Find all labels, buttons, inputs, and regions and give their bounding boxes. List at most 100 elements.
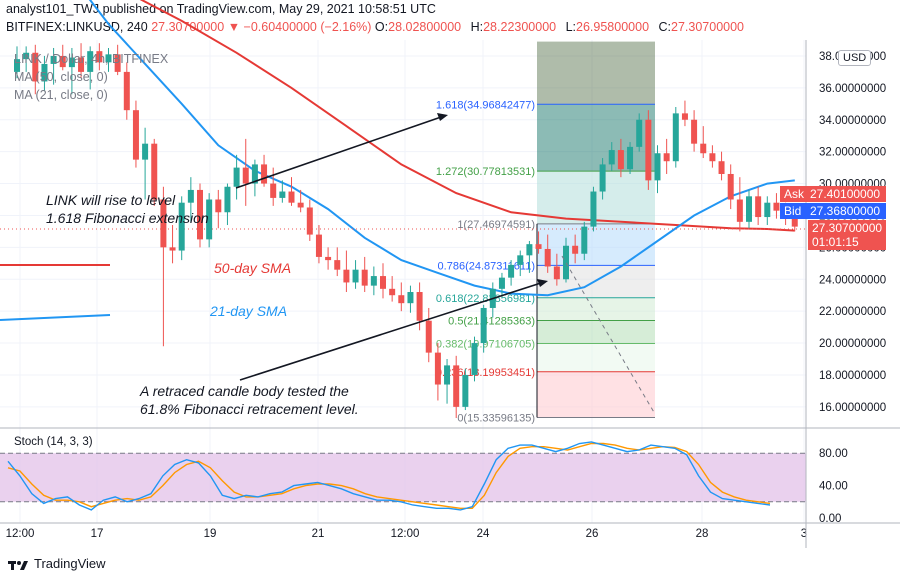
candle-body [242,167,249,184]
brand-name: TradingView [34,556,106,571]
time-tick-label: 12:00 [6,528,35,540]
candle-body [41,63,48,82]
time-tick-label: 21 [312,528,325,540]
candle-body [590,191,597,227]
currency-button[interactable]: USD [838,50,872,66]
candle-body [746,196,752,222]
candle-body [14,59,20,72]
candle-body [288,191,295,203]
candle-body [261,164,268,184]
stoch-k-line [7,441,771,511]
fib-zone [537,41,655,105]
candle-body [197,189,203,240]
candle-body [617,150,624,170]
price-tick-label: 22.00000000 [819,306,886,318]
retracement-note: 61.8% Fibonacci retracement level. [140,401,359,417]
stoch-legend[interactable]: Stoch (14, 3, 3) [14,436,93,448]
ask-value: 27.40100000 [810,187,881,201]
candle-body [654,153,661,181]
low-label: L: [565,20,577,34]
candle-body [23,52,30,60]
candle-body [279,191,286,198]
last-price-tag: 27.30700000 01:01:15 [808,220,886,250]
fib-zone [537,223,655,266]
ma21-line [88,0,795,297]
candle-body [187,189,194,203]
candle-body [398,295,405,304]
fib-level-label: 1(27.46974591) [457,219,535,231]
last-price: 27.30700000 [151,20,225,34]
candle-body [599,164,606,192]
ma50-line [139,0,795,232]
candle-body [553,266,560,280]
candle-body [169,247,176,251]
price-tick-label: 32.00000000 [819,147,886,159]
candle-body [325,256,332,261]
fib-level-label: 1.618(34.96842477) [436,99,535,111]
fib-level-label: 0.236(18.19953451) [436,367,535,379]
candle-body [306,207,313,235]
candle-body [681,113,688,120]
candle-body [453,365,460,407]
retracement-note: A retraced candle body tested the [139,383,349,399]
candle-body [572,245,579,254]
tradingview-logo-icon [8,560,28,570]
candle-body [224,186,231,213]
candle-body [608,150,615,165]
arrow-to-extension [235,115,445,189]
projection-line [561,255,656,415]
bid-label: Bid [784,204,802,218]
arrow-to-retracement [239,281,545,381]
candle-body [764,202,771,218]
candle-body [315,234,322,257]
bid-price-tag: Bid 27.36800000 [780,203,886,219]
candle-body [736,199,743,222]
low-value: 26.95800000 [576,20,650,34]
candle-body [370,276,377,286]
candle-body [700,143,707,154]
candle-body [407,292,414,304]
candle-body [380,276,386,289]
ask-price-tag: Ask 27.40100000 [780,186,886,202]
down-arrow-icon: ▼ [227,20,241,34]
open-label: O: [374,20,389,34]
candle-body [142,143,149,160]
extension-note: 1.618 Fibonacci extension [46,210,209,226]
tradingview-brand[interactable]: TradingView [8,556,106,571]
fib-level-label: 1.272(30.77813531) [436,166,535,178]
candle-body [718,161,725,174]
candle-body [352,269,359,283]
fib-zone [537,371,655,418]
candle-body [87,51,94,72]
candle-body [691,119,698,144]
fib-level-label: 0.382(19.97106705) [436,339,535,351]
candle-body [672,113,679,162]
price-tick-label: 16.00000000 [819,402,886,414]
time-tick-label: 28 [696,528,709,540]
price-change: −0.60400000 (−2.16%) [243,20,372,34]
candle-body [343,269,350,283]
candle-body [105,54,112,63]
candle-body [361,269,368,286]
candle-body [526,244,533,256]
open-value: 28.02800000 [388,20,462,34]
candle-body [727,173,734,200]
extension-note: LINK will rise to level [46,192,176,208]
fib-level-label: 0.618(22.83856981) [436,293,535,305]
fib-zone [537,104,655,172]
legend-ma21[interactable]: MA (21, close, 0) [14,88,108,102]
candle-body [68,57,75,68]
publish-info: analyst101_TWJ published on TradingView.… [6,2,436,16]
candle-body [32,52,39,82]
symbol-name: BITFINEX:LINKUSD, 240 [6,20,148,34]
ask-label: Ask [784,187,805,201]
candle-body [416,292,423,321]
candle-body [50,55,57,64]
legend-ma50[interactable]: MA (50, close, 0) [14,70,108,84]
time-tick-label: 19 [204,528,217,540]
sma50-label: 50-day SMA [214,260,291,276]
price-tick-label: 20.00000000 [819,338,886,350]
candle-body [636,119,643,147]
candle-body [178,202,185,251]
